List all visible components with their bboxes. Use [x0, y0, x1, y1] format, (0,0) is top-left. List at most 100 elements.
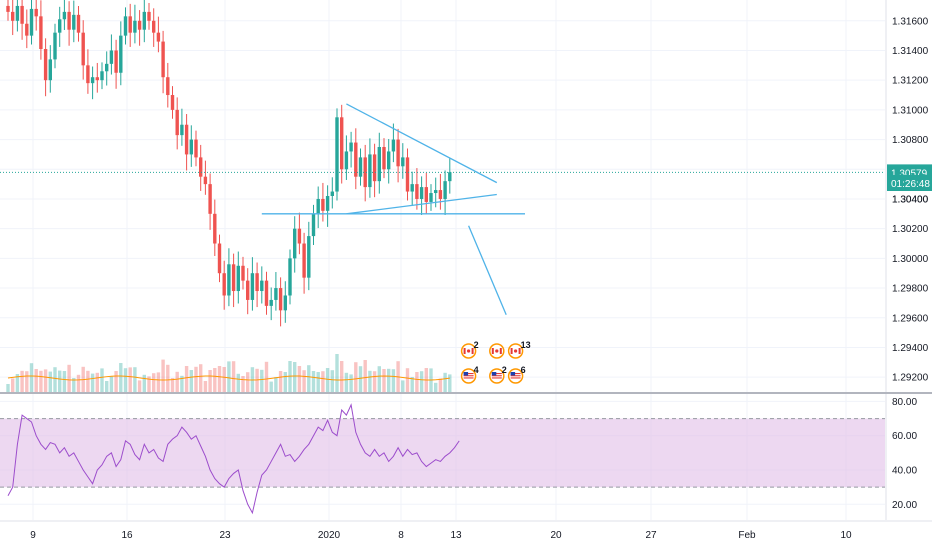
rsi-pane[interactable] — [0, 394, 885, 520]
candle — [203, 160, 208, 195]
candle — [335, 108, 339, 201]
candle — [316, 186, 320, 229]
volume-bar — [90, 373, 95, 392]
volume-moving-average — [7, 375, 450, 381]
price-axis-ticks: 1.316001.314001.312001.310001.308001.306… — [892, 16, 929, 383]
candle — [81, 20, 85, 80]
candle — [401, 143, 405, 179]
candle — [170, 86, 175, 119]
candle — [368, 138, 372, 198]
candle — [194, 130, 198, 167]
volume-bar — [67, 364, 71, 392]
volume-bar — [227, 361, 231, 392]
event-count: 6 — [521, 365, 526, 375]
candle — [58, 6, 62, 47]
volume-bar — [175, 371, 179, 392]
volume-bar — [236, 373, 240, 392]
candle — [325, 185, 330, 227]
candle — [119, 21, 123, 86]
rsi-tick-label: 20.00 — [892, 500, 917, 511]
volume-bar — [25, 371, 29, 392]
event-count: 2 — [502, 365, 507, 375]
price-tick-label: 1.30000 — [892, 254, 929, 265]
volume-bar — [297, 366, 302, 392]
candle — [48, 45, 52, 93]
candle — [278, 277, 283, 327]
volume-bar — [43, 369, 48, 392]
candle — [387, 138, 391, 184]
candle — [424, 172, 428, 215]
volume-bar — [330, 370, 334, 392]
volume-bar — [6, 384, 10, 392]
triangle-lower-line — [346, 193, 497, 215]
volume-bar — [415, 372, 419, 392]
candle — [288, 249, 292, 305]
candle — [349, 131, 353, 168]
candle — [227, 248, 231, 307]
price-tick-label: 1.30200 — [892, 224, 929, 235]
price-tick-label: 1.29400 — [892, 343, 929, 354]
price-tick-label: 1.30400 — [892, 194, 929, 205]
candle — [358, 148, 363, 186]
volume-bar — [274, 377, 278, 392]
volume-bar — [335, 354, 339, 392]
candle — [255, 262, 259, 308]
candle — [410, 171, 414, 206]
last-price-tag: 1.30579 01:26:48 — [887, 164, 932, 191]
time-axis[interactable]: 9 16 23 2020 8 13 20 27 Feb 10 — [30, 530, 852, 541]
volume-bar — [213, 368, 217, 392]
triangle-upper-line — [346, 103, 498, 184]
price-tick-label: 1.31400 — [892, 46, 929, 57]
candle — [293, 216, 297, 273]
candle — [199, 144, 203, 191]
usa-event-icon: 6 — [507, 365, 526, 384]
candle — [20, 0, 24, 40]
candle — [90, 66, 95, 100]
rsi-axis[interactable]: 80.00 60.00 40.00 20.00 — [885, 394, 917, 520]
price-tick-label: 1.29600 — [892, 313, 929, 324]
rsi-axis-ticks: 80.00 60.00 40.00 20.00 — [892, 397, 917, 511]
volume-bars — [6, 354, 452, 392]
candle — [297, 212, 302, 255]
bar-countdown: 01:26:48 — [891, 179, 930, 190]
volume-bar — [128, 367, 132, 392]
candle — [6, 0, 10, 21]
candle — [208, 173, 212, 230]
candle — [443, 170, 447, 216]
candle — [67, 1, 71, 46]
rsi-band — [0, 418, 885, 488]
volume-bar — [241, 376, 245, 392]
price-tick-label: 1.30800 — [892, 135, 929, 146]
volume-bar — [316, 372, 320, 392]
volume-bar — [405, 368, 410, 392]
volume-bar — [48, 371, 52, 392]
candle — [344, 135, 349, 180]
volume-bar — [180, 375, 184, 392]
volume-bar — [401, 380, 405, 392]
candle — [11, 0, 15, 36]
volume-bar — [260, 369, 264, 392]
volume-bar — [302, 370, 306, 392]
rsi-tick-label: 40.00 — [892, 466, 917, 477]
candle — [448, 157, 452, 194]
candle — [100, 62, 104, 90]
volume-bar — [166, 364, 170, 392]
volume-bar — [434, 382, 438, 392]
price-axis[interactable]: 1.316001.314001.312001.310001.308001.306… — [885, 0, 932, 392]
volume-bar — [377, 366, 381, 392]
candle — [302, 232, 306, 294]
last-price-value: 1.30579 — [891, 168, 928, 179]
candle — [264, 271, 269, 315]
volume-bar — [358, 366, 363, 392]
candle — [372, 143, 377, 198]
canada-event-icon — [489, 343, 505, 359]
volume-bar — [387, 368, 391, 392]
candle — [133, 4, 137, 44]
candle — [166, 62, 170, 108]
trend-drawings[interactable] — [261, 103, 525, 316]
price-tick-label: 1.31000 — [892, 105, 929, 116]
candle — [184, 114, 189, 171]
